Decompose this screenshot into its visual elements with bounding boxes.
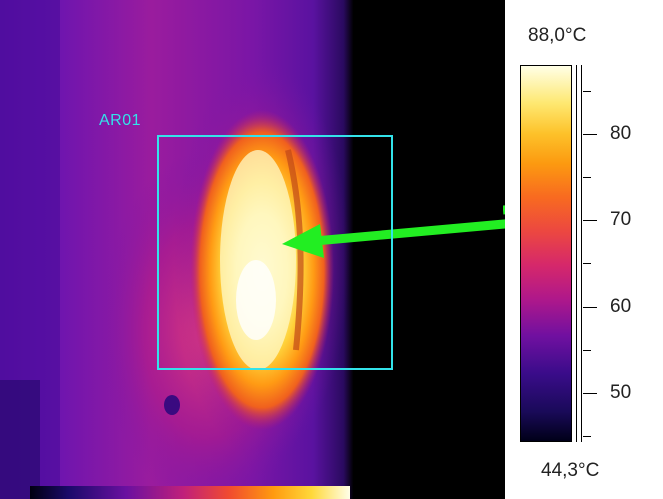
scale-tick-label: 50 (610, 382, 632, 403)
color-scale-bar (520, 65, 572, 442)
scale-tick-label: 80 (610, 123, 632, 144)
scale-tick-minor (583, 263, 591, 264)
min-temperature-label: 44,3°C (541, 460, 600, 481)
thermal-scene (0, 0, 505, 499)
scale-tick-major (583, 134, 597, 135)
scale-tick-minor (583, 350, 591, 351)
roi-box[interactable] (157, 135, 393, 370)
palette-strip (30, 486, 350, 499)
roi-label: AR01 (99, 112, 142, 129)
temperature-legend: 88,0°C 80 70 60 50 44,3°C (505, 0, 663, 499)
arrow-head (282, 224, 324, 258)
thermal-image: AR01 (0, 0, 505, 499)
scale-tick-minor (583, 177, 591, 178)
max-temperature-label: 88,0°C (528, 25, 587, 46)
scale-tick-label: 60 (610, 296, 632, 317)
scale-lines (576, 65, 582, 442)
scale-tick-minor (583, 436, 591, 437)
scale-tick-major (583, 307, 597, 308)
scale-tick-major (583, 220, 597, 221)
scale-tick-label: 70 (610, 209, 632, 230)
arrow-shaft (314, 219, 505, 246)
scale-tick-minor (583, 91, 591, 92)
scale-tick-major (583, 393, 597, 394)
